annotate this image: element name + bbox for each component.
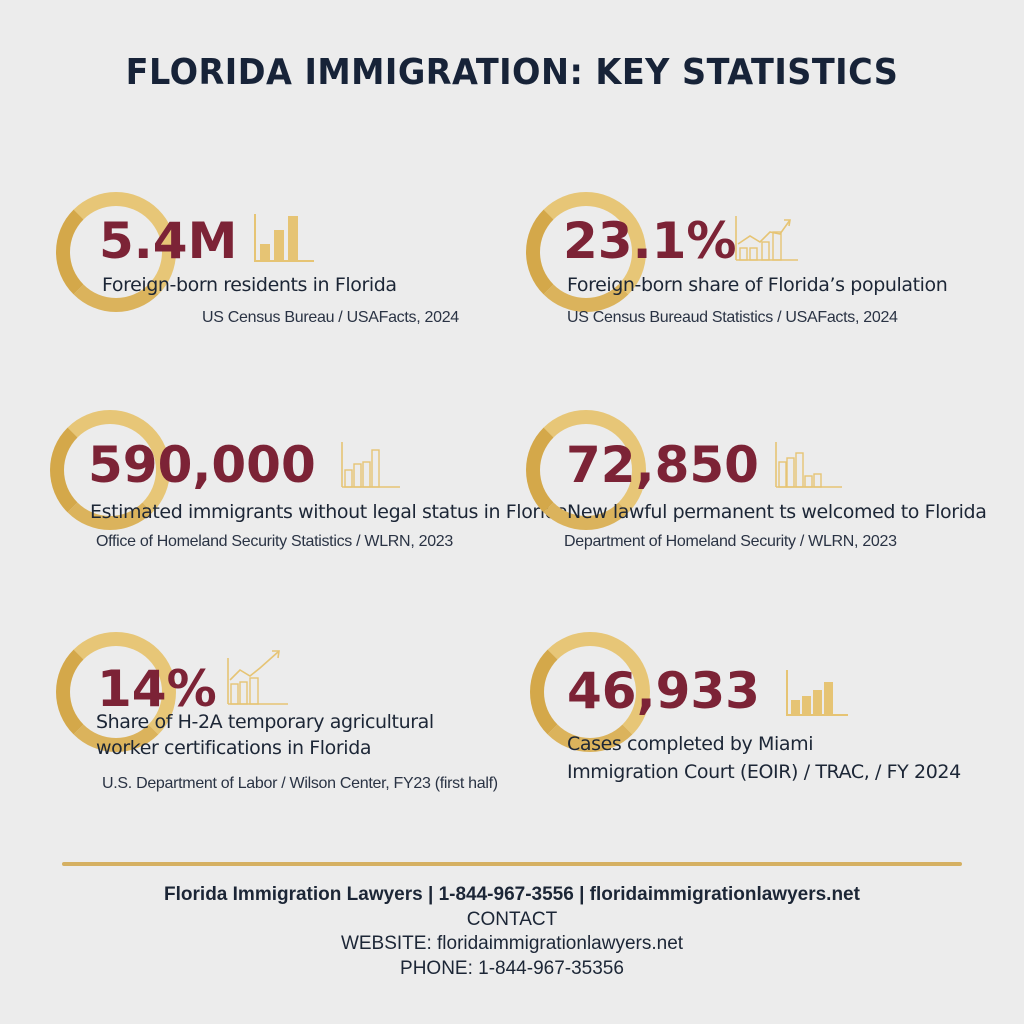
stat-source: Department of Homeland Security / WLRN, … [564,533,897,550]
footer-main-line: Florida Immigration Lawyers | 1-844-967-… [164,884,860,905]
bar-chart-icon [786,670,848,716]
stat-value: 72,850 [566,436,759,494]
stat-source: U.S. Department of Labor / Wilson Center… [102,775,498,792]
stat-label-line1: Share of H-2A temporary agricultural [96,711,434,733]
stat-label: Foreign-born residents in Florida [102,274,397,296]
page-title: FLORIDA IMMIGRATION: KEY STATISTICS [125,52,899,93]
footer-phone[interactable]: PHONE: 1-844-967-35356 [400,958,624,979]
stat-label-line1: Cases completed by Miami [567,733,814,755]
stat-source: US Census Bureau / USAFacts, 2024 [202,309,459,326]
stat-value: 590,000 [88,436,316,494]
bar-chart-outline-icon [341,442,400,488]
stat-value: 5.4M [99,212,238,270]
bar-chart-icon [254,214,314,262]
stat-value: 14% [97,660,217,718]
bar-chart-outline-icon [775,442,842,488]
stat-source: US Census Bureaud Statistics / USAFacts,… [567,309,898,326]
footer-contact-heading: CONTACT [466,909,558,930]
stat-label: Estimated immigrants without legal statu… [90,501,568,523]
stat-source: Office of Homeland Security Statistics /… [96,533,453,550]
footer-website[interactable]: WEBSITE: floridaimmigrationlawyers.net [340,933,684,954]
stat-label-line2: Immigration Court (EOIR) / TRAC, / FY 20… [567,761,961,783]
stat-label-line2: worker certifications in Florida [96,737,372,759]
stat-label: New lawful permanent ts welcomed to Flor… [567,501,987,523]
stat-label: Foreign-born share of Florida’s populati… [567,274,948,296]
stat-value: 46,933 [567,662,760,720]
stat-value: 23.1% [563,212,737,270]
trend-up-chart-icon [227,650,288,705]
footer-divider [62,862,962,866]
trend-up-chart-icon [735,216,798,261]
